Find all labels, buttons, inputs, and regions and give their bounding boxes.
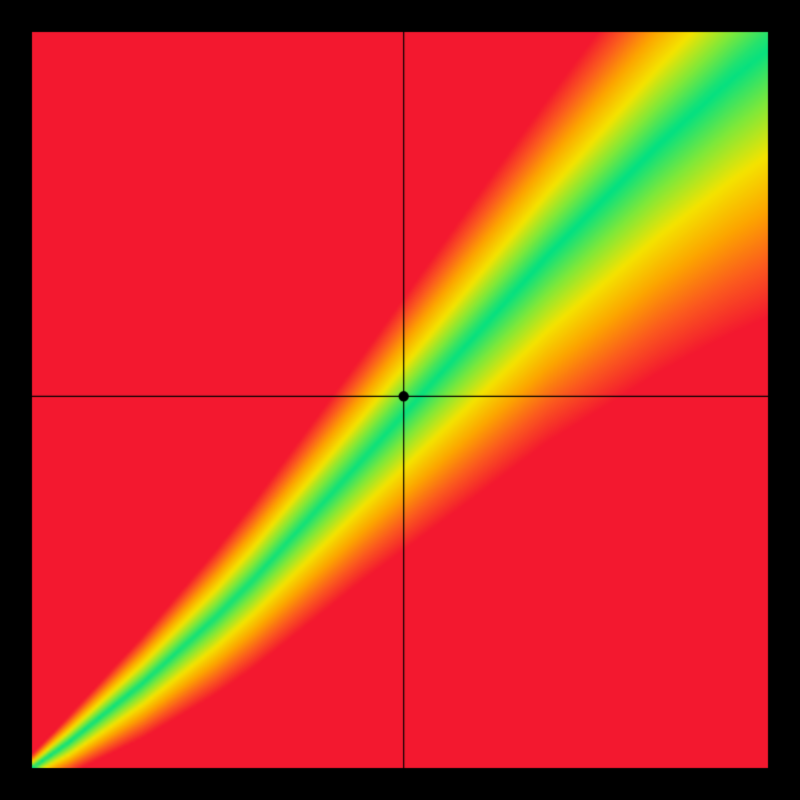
- bottleneck-heatmap: [0, 0, 800, 800]
- chart-frame: TheBottleneck.com: [0, 0, 800, 800]
